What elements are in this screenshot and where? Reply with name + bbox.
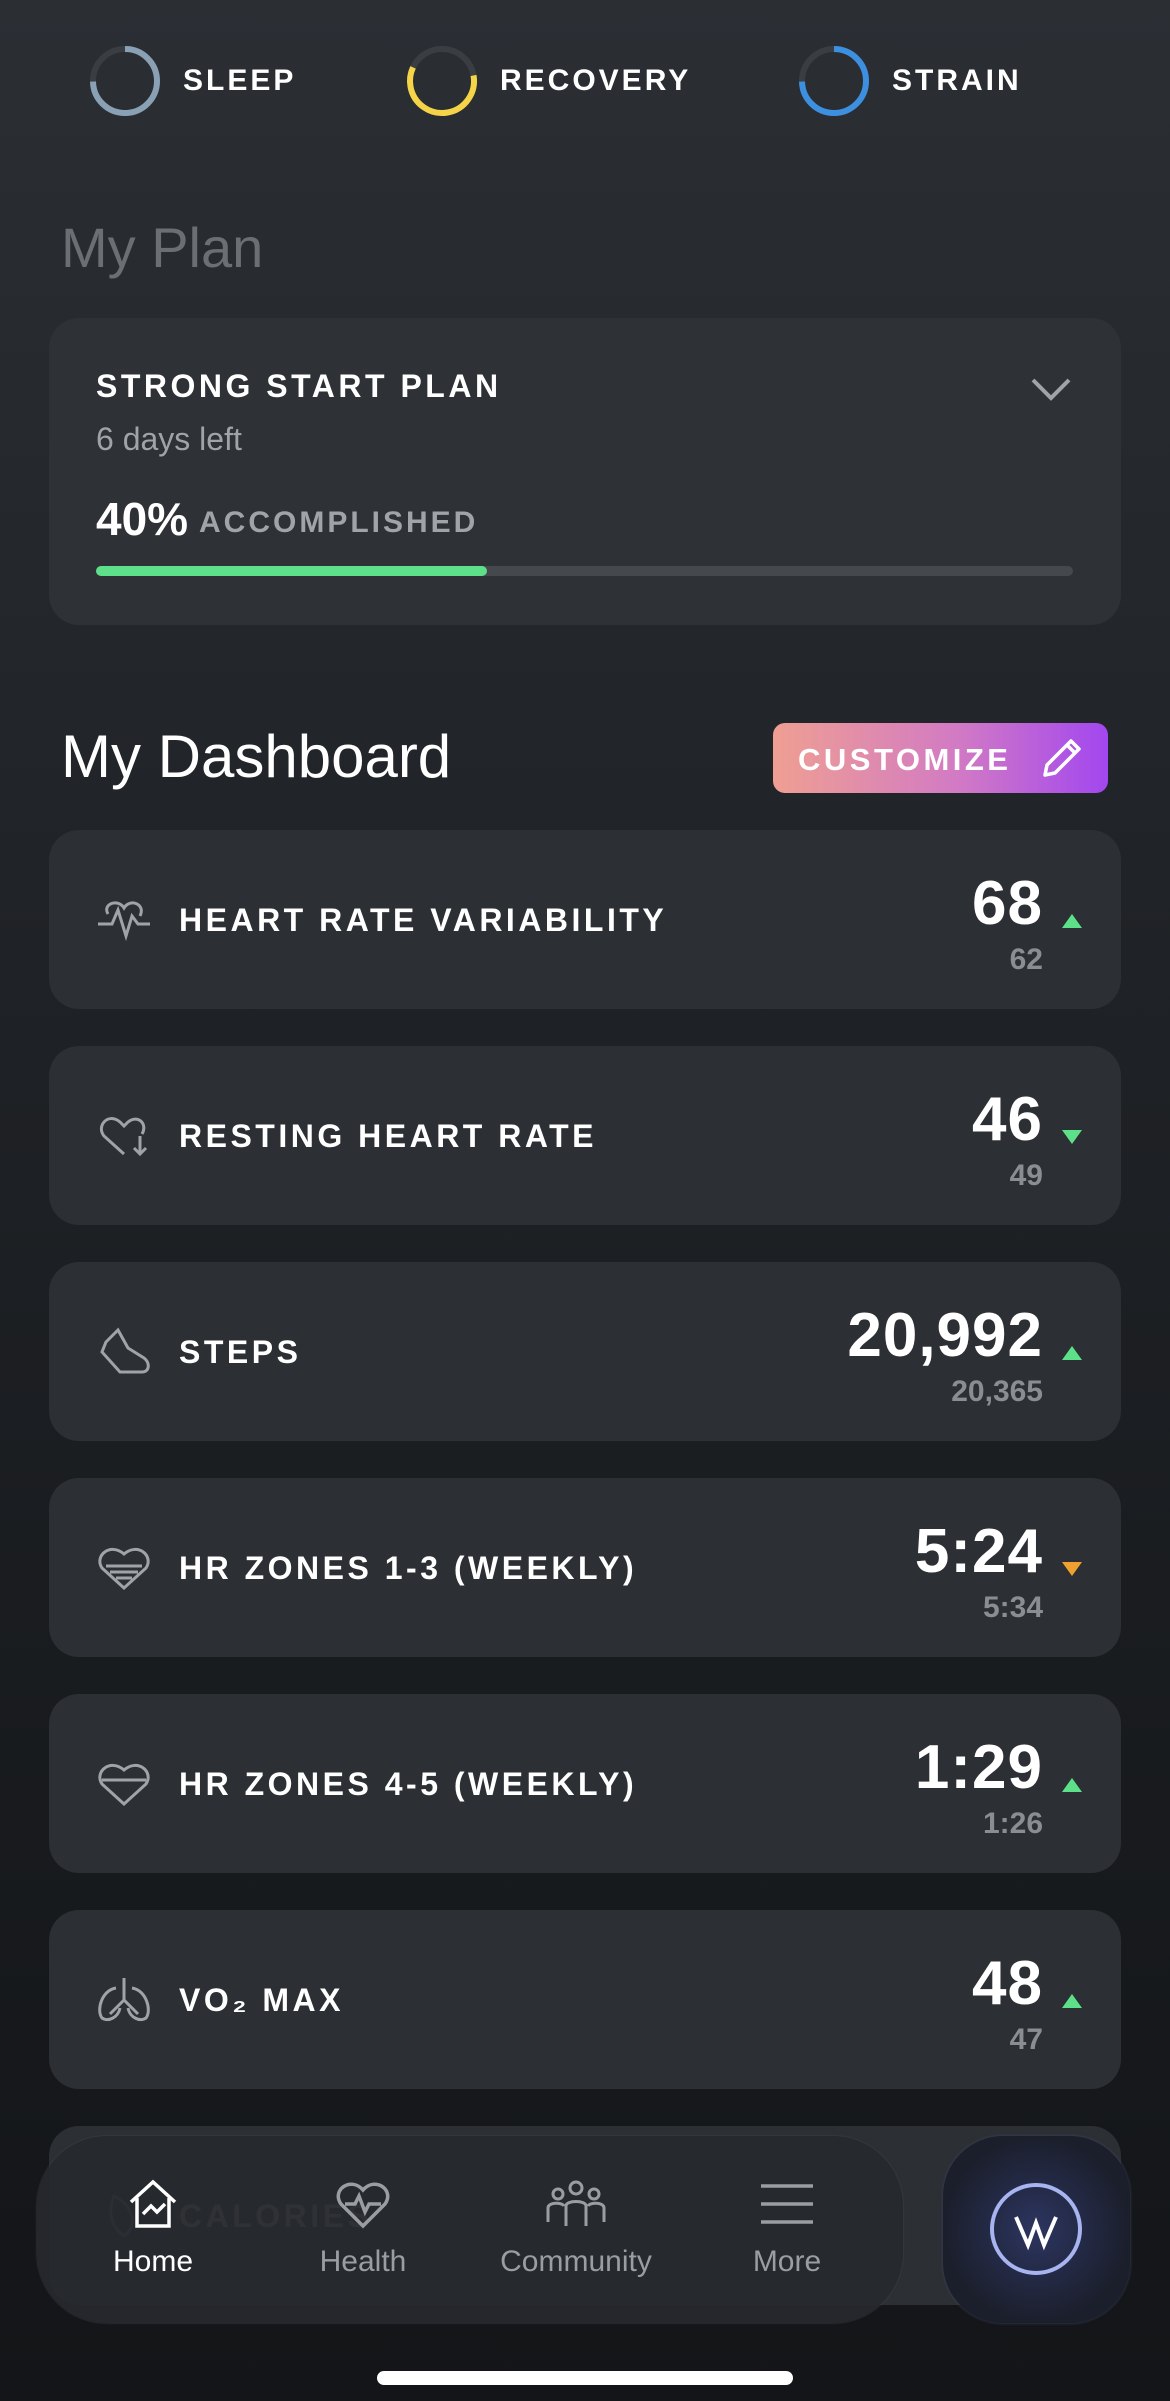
metric-card[interactable]: HEART RATE VARIABILITY 68 62 bbox=[49, 830, 1121, 1009]
metric-previous: 47 bbox=[1009, 2023, 1043, 2056]
ring-label[interactable]: STRAIN bbox=[892, 64, 1022, 97]
metric-icon bbox=[94, 890, 154, 955]
metric-icon bbox=[94, 1970, 154, 2035]
customize-label: CUSTOMIZE bbox=[798, 742, 1012, 777]
progress-fill bbox=[96, 566, 487, 576]
tab-label: Community bbox=[500, 2245, 652, 2278]
metric-card[interactable]: RESTING HEART RATE 46 49 bbox=[49, 1046, 1121, 1225]
metric-card[interactable]: STEPS 20,992 20,365 bbox=[49, 1262, 1121, 1441]
metric-previous: 5:34 bbox=[982, 1591, 1043, 1624]
ring-label[interactable]: SLEEP bbox=[183, 64, 297, 97]
trend-arrow bbox=[1060, 1558, 1084, 1585]
trend-arrow bbox=[1060, 1774, 1084, 1801]
tab-icon bbox=[466, 2172, 686, 2237]
plan-subtitle: 6 days left bbox=[96, 421, 242, 457]
tab-icon bbox=[253, 2172, 473, 2237]
tab-item[interactable]: Health bbox=[253, 2172, 473, 2279]
tab-label: Home bbox=[112, 2245, 194, 2278]
progress-track bbox=[96, 566, 1073, 576]
whoop-button[interactable] bbox=[943, 2136, 1130, 2323]
metric-card[interactable]: HR ZONES 4-5 (WEEKLY) 1:29 1:26 bbox=[49, 1694, 1121, 1873]
metric-name: HR ZONES 4-5 (WEEKLY) bbox=[179, 1766, 638, 1802]
metric-value: 48 bbox=[972, 1949, 1043, 2018]
progress-percent: 40% bbox=[96, 493, 189, 545]
metric-name: STEPS bbox=[179, 1334, 302, 1370]
dashboard-heading: My Dashboard bbox=[61, 723, 452, 790]
trend-arrow bbox=[1060, 910, 1084, 937]
tab-label: More bbox=[752, 2245, 822, 2278]
trend-arrow bbox=[1060, 1990, 1084, 2017]
tab-item[interactable]: Home bbox=[43, 2172, 263, 2279]
metric-name: VO₂ MAX bbox=[179, 1982, 344, 2018]
metric-value: 5:24 bbox=[914, 1517, 1043, 1586]
customize-button[interactable]: CUSTOMIZE bbox=[773, 723, 1108, 793]
rings bbox=[90, 46, 869, 116]
metric-value: 20,992 bbox=[847, 1301, 1043, 1370]
trend-arrow bbox=[1060, 1126, 1084, 1153]
metric-value: 46 bbox=[972, 1085, 1043, 1154]
plan-heading: My Plan bbox=[61, 216, 264, 279]
metric-name: RESTING HEART RATE bbox=[179, 1118, 597, 1154]
metric-card[interactable]: HR ZONES 1-3 (WEEKLY) 5:24 5:34 bbox=[49, 1478, 1121, 1657]
tab-item[interactable]: Community bbox=[466, 2172, 686, 2279]
metric-value: 1:29 bbox=[914, 1733, 1043, 1802]
tab-item[interactable]: More bbox=[677, 2172, 897, 2279]
plan-card[interactable]: STRONG START PLAN 6 days left 40% ACCOMP… bbox=[49, 318, 1121, 625]
tab-icon bbox=[677, 2172, 897, 2237]
metric-previous: 20,365 bbox=[951, 1375, 1043, 1408]
home-indicator bbox=[377, 2371, 793, 2385]
metric-value: 68 bbox=[972, 869, 1043, 938]
logo bbox=[990, 2183, 1082, 2275]
metric-previous: 62 bbox=[1009, 943, 1043, 976]
progress-text: ACCOMPLISHED bbox=[199, 506, 479, 539]
ring-label[interactable]: RECOVERY bbox=[500, 64, 692, 97]
trend-arrow bbox=[1060, 1342, 1084, 1369]
tab-label: Health bbox=[319, 2245, 407, 2278]
metric-previous: 49 bbox=[1009, 1159, 1043, 1192]
chevron[interactable] bbox=[1029, 374, 1073, 404]
metric-icon bbox=[94, 1754, 154, 1819]
metric-name: HR ZONES 1-3 (WEEKLY) bbox=[179, 1550, 638, 1586]
pencil-icon bbox=[1043, 739, 1081, 777]
plan-title: STRONG START PLAN bbox=[96, 368, 502, 404]
metric-icon bbox=[94, 1322, 154, 1387]
metric-card[interactable]: VO₂ MAX 48 47 bbox=[49, 1910, 1121, 2089]
tab-bar bbox=[37, 2136, 903, 2323]
tab-icon bbox=[43, 2172, 263, 2237]
metric-name: HEART RATE VARIABILITY bbox=[179, 902, 668, 938]
metric-icon bbox=[94, 1538, 154, 1603]
metric-previous: 1:26 bbox=[982, 1807, 1043, 1840]
metric-icon bbox=[94, 1106, 154, 1171]
